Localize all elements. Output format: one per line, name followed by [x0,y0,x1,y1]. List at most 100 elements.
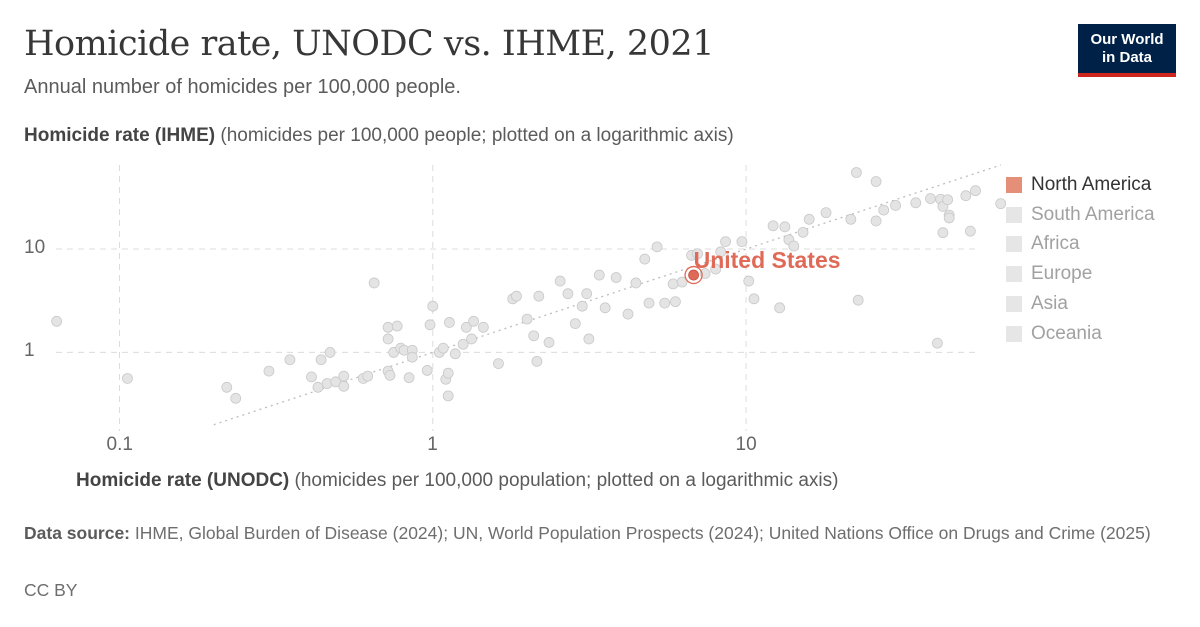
data-point[interactable] [382,321,394,333]
data-point[interactable] [312,381,324,393]
data-point[interactable] [748,293,760,305]
data-point[interactable] [442,390,454,402]
data-point[interactable] [667,278,679,290]
data-point[interactable] [554,275,566,287]
data-point[interactable] [910,197,922,209]
data-point[interactable] [391,320,403,332]
data-point[interactable] [493,358,504,369]
data-point[interactable] [995,198,1007,210]
data-point[interactable] [362,370,374,382]
data-point[interactable] [51,315,63,327]
data-point[interactable] [659,297,671,309]
highlight-point[interactable] [688,269,699,281]
data-point[interactable] [449,348,461,360]
data-point[interactable] [421,365,433,376]
data-point[interactable] [230,392,242,404]
data-point[interactable] [593,269,605,281]
data-point[interactable] [263,365,275,377]
data-point[interactable] [970,185,981,197]
owid-logo[interactable]: Our World in Data [1078,24,1176,77]
data-point[interactable] [583,333,595,345]
data-point[interactable] [788,240,800,252]
data-point[interactable] [306,371,317,383]
data-point[interactable] [643,297,655,309]
license[interactable]: CC BY [24,580,78,600]
data-point[interactable] [221,381,233,393]
data-point[interactable] [964,225,976,237]
data-point[interactable] [715,246,727,258]
data-point[interactable] [437,342,449,354]
data-point[interactable] [820,207,832,219]
data-point[interactable] [599,302,611,314]
data-point[interactable] [878,204,890,216]
data-point[interactable] [670,296,681,308]
data-point[interactable] [460,321,472,333]
data-point[interactable] [581,288,593,300]
data-point[interactable] [521,313,533,325]
data-point[interactable] [630,277,642,289]
data-point[interactable] [779,221,791,233]
data-point[interactable] [528,330,540,342]
data-point[interactable] [315,354,327,366]
data-point[interactable] [890,200,901,211]
data-point[interactable] [931,337,943,349]
data-point[interactable] [845,213,857,225]
data-point[interactable] [511,290,522,302]
legend-item[interactable]: South America [1006,200,1155,230]
data-point[interactable] [736,236,748,248]
data-point[interactable] [338,380,350,392]
data-point[interactable] [870,215,882,227]
data-point[interactable] [710,263,722,275]
data-point[interactable] [531,355,543,367]
data-point[interactable] [330,376,342,388]
data-point[interactable] [943,212,955,224]
legend-item[interactable]: North America [1006,170,1155,200]
legend-item[interactable]: Africa [1006,230,1155,260]
data-point[interactable] [622,308,634,320]
data-point[interactable] [368,277,380,289]
data-point[interactable] [610,272,622,283]
data-point[interactable] [639,253,651,265]
data-point[interactable] [676,276,688,288]
data-point[interactable] [442,367,454,379]
data-point[interactable] [937,227,949,239]
data-point[interactable] [543,337,555,348]
data-point[interactable] [562,288,574,300]
data-point[interactable] [466,333,477,345]
data-point[interactable] [338,370,350,382]
data-point[interactable] [797,226,809,238]
data-point[interactable] [424,319,436,331]
data-point[interactable] [382,333,394,345]
data-point[interactable] [477,321,489,333]
data-point[interactable] [852,294,864,306]
data-point[interactable] [925,193,936,204]
data-point[interactable] [406,351,418,363]
data-point[interactable] [803,213,815,225]
legend-swatch [1006,176,1022,193]
data-point[interactable] [468,315,480,327]
data-point[interactable] [960,190,972,202]
data-point[interactable] [576,300,588,312]
data-point[interactable] [720,236,731,248]
data-point[interactable] [743,275,755,287]
data-point[interactable] [870,176,882,187]
data-point[interactable] [942,194,954,206]
data-point[interactable] [457,338,469,350]
data-point[interactable] [533,290,545,302]
data-point[interactable] [324,347,336,358]
legend-item[interactable]: Oceania [1006,319,1155,349]
data-point[interactable] [651,241,663,253]
data-point[interactable] [850,167,862,178]
data-point[interactable] [767,220,779,232]
data-point[interactable] [403,372,415,384]
data-point[interactable] [384,369,396,381]
data-point[interactable] [444,317,455,328]
legend-item[interactable]: Europe [1006,259,1155,289]
data-point[interactable] [692,248,703,260]
data-point[interactable] [427,300,439,312]
data-point[interactable] [569,318,581,330]
data-point[interactable] [122,373,133,384]
data-point[interactable] [284,354,296,366]
legend-item[interactable]: Asia [1006,289,1155,319]
data-point[interactable] [774,302,786,314]
